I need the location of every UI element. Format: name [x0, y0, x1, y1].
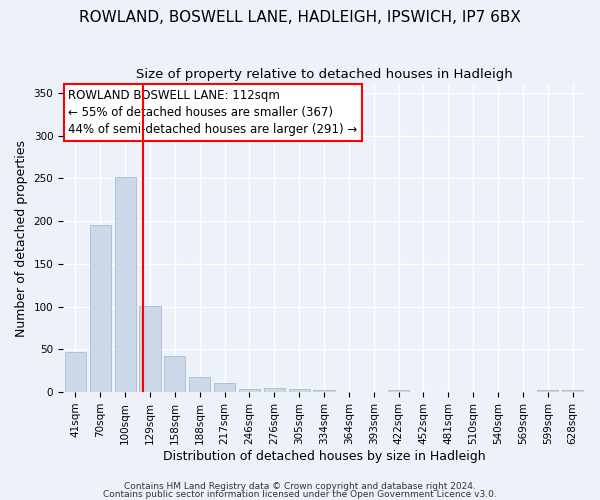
Text: Contains HM Land Registry data © Crown copyright and database right 2024.: Contains HM Land Registry data © Crown c…: [124, 482, 476, 491]
Text: ROWLAND, BOSWELL LANE, HADLEIGH, IPSWICH, IP7 6BX: ROWLAND, BOSWELL LANE, HADLEIGH, IPSWICH…: [79, 10, 521, 25]
Title: Size of property relative to detached houses in Hadleigh: Size of property relative to detached ho…: [136, 68, 512, 80]
Bar: [537, 390, 558, 392]
Y-axis label: Number of detached properties: Number of detached properties: [15, 140, 28, 337]
Bar: [90, 224, 111, 392]
Bar: [239, 388, 260, 392]
Bar: [562, 390, 583, 392]
Text: Contains public sector information licensed under the Open Government Licence v3: Contains public sector information licen…: [103, 490, 497, 499]
Bar: [115, 176, 136, 392]
Bar: [214, 382, 235, 392]
Bar: [164, 356, 185, 392]
Bar: [388, 390, 409, 392]
Bar: [289, 388, 310, 392]
Bar: [139, 306, 161, 392]
Bar: [264, 388, 285, 392]
X-axis label: Distribution of detached houses by size in Hadleigh: Distribution of detached houses by size …: [163, 450, 485, 462]
Bar: [189, 376, 210, 392]
Bar: [313, 390, 335, 392]
Bar: [65, 352, 86, 392]
Text: ROWLAND BOSWELL LANE: 112sqm
← 55% of detached houses are smaller (367)
44% of s: ROWLAND BOSWELL LANE: 112sqm ← 55% of de…: [68, 89, 358, 136]
